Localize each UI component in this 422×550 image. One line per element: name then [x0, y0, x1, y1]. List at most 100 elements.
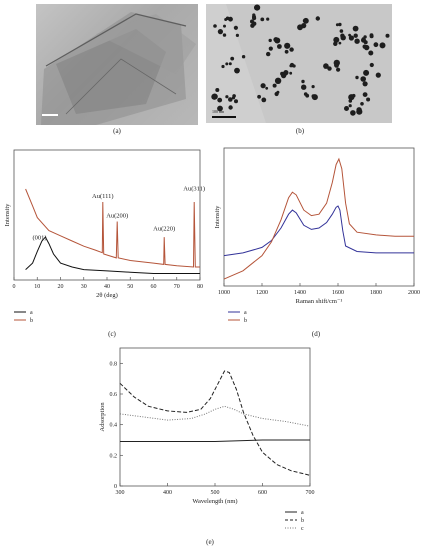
series-line-a — [25, 236, 200, 274]
caption-b: (b) — [295, 127, 305, 135]
peak-label: Au(111) — [92, 193, 114, 200]
x-tick-label: 20 — [58, 284, 64, 290]
nanoparticle — [228, 16, 233, 22]
y-tick-label: 0.8 — [110, 361, 118, 367]
nanoparticle — [363, 69, 370, 76]
uv-vis-chart: 300 400 500 600 700 0 0.2 0.4 0.6 0.8 Wavelength (… — [99, 347, 315, 532]
legend-label: b — [244, 318, 247, 324]
nanoparticle — [230, 56, 235, 61]
y-tick-label: 0.2 — [110, 453, 118, 459]
nanoparticle — [289, 47, 294, 52]
nanoparticle — [224, 18, 228, 21]
nanoparticle — [338, 41, 342, 45]
nanoparticle — [268, 46, 273, 51]
legend-label: a — [30, 310, 33, 316]
caption-e: (e) — [206, 538, 214, 546]
nanoparticle — [234, 67, 240, 74]
x-tick-label: 60 — [151, 284, 157, 290]
nanoparticle — [360, 76, 366, 82]
plot-frame — [119, 347, 311, 487]
nanoparticle — [356, 107, 362, 113]
legend-label: a — [301, 510, 304, 516]
series-line-b — [119, 370, 311, 476]
scale-bar-a — [42, 114, 58, 116]
tem-image-a — [36, 4, 198, 125]
nanoparticle — [261, 97, 267, 103]
x-tick-label: 70 — [174, 284, 180, 290]
nanoparticle — [369, 34, 374, 39]
x-tick-label: 40 — [104, 284, 110, 290]
nanoparticle — [379, 42, 386, 49]
nanoparticle — [277, 44, 282, 49]
nanoparticle — [352, 25, 359, 32]
nanoparticle — [273, 37, 279, 43]
nanoparticle — [311, 85, 315, 89]
x-tick-label: 80 — [197, 284, 203, 290]
x-tick-label: 300 — [116, 490, 125, 496]
nanoparticle — [215, 88, 220, 92]
peak-label: Au(311) — [183, 185, 205, 192]
nanoparticle — [368, 50, 374, 56]
x-tick-label: 50 — [127, 284, 133, 290]
nanoparticle — [338, 22, 342, 27]
nanoparticle — [228, 62, 232, 66]
nanoparticle — [363, 40, 368, 45]
nanoparticle — [217, 97, 223, 103]
x-tick-label: 1200 — [256, 290, 268, 296]
nanoparticle — [311, 94, 318, 101]
nanoparticle — [217, 105, 223, 112]
series-line-c — [119, 405, 311, 427]
peak-label: (001) — [33, 235, 47, 242]
caption-c: (c) — [108, 330, 116, 338]
nanoparticle — [362, 81, 368, 87]
nanoparticle — [225, 95, 229, 99]
peak-label: Au(220) — [153, 226, 175, 233]
nanoparticle — [292, 64, 296, 68]
raman-chart: 1000 1200 1400 1600 1800 2000 Raman shift/cm⁻¹… — [214, 147, 420, 324]
legend-label: c — [301, 526, 304, 532]
nanoparticle — [369, 62, 374, 68]
x-axis-label: Raman shift/cm⁻¹ — [296, 298, 343, 305]
nanoparticle — [234, 99, 238, 104]
x-tick-label: 2000 — [408, 290, 420, 296]
nanoparticle — [257, 94, 261, 99]
xrd-chart: 0 10 20 30 40 50 60 70 80 2θ (deg) Intensity (001) A… — [4, 149, 205, 324]
nanoparticle — [266, 51, 271, 57]
nanoparticle — [252, 16, 257, 21]
nanoparticle — [303, 92, 308, 96]
caption-a: (a) — [113, 127, 121, 135]
nanoparticle — [274, 77, 282, 85]
nanoparticle — [284, 49, 289, 54]
nanoparticle — [268, 38, 272, 43]
caption-d: (d) — [311, 330, 321, 338]
nanoparticle — [348, 35, 354, 41]
nanoparticle — [254, 4, 261, 11]
x-tick-label: 1000 — [218, 290, 230, 296]
nanoparticle — [327, 66, 332, 71]
nanoparticle — [323, 63, 329, 69]
nanoparticle — [283, 70, 289, 76]
scale-bar-b — [212, 116, 236, 118]
nanoparticle — [355, 75, 359, 80]
nanoparticle — [366, 97, 371, 102]
nanoparticle — [241, 55, 246, 59]
y-axis-label: Intensity — [4, 203, 11, 226]
tem-image-b: 100 nm — [206, 4, 392, 123]
nanoparticle — [235, 33, 239, 37]
nanoparticle — [265, 86, 269, 90]
nanoparticle — [252, 13, 256, 17]
plot-frame — [223, 147, 415, 287]
nanoparticle — [335, 23, 339, 27]
nanoparticle — [297, 24, 303, 31]
x-tick-label: 600 — [258, 490, 267, 496]
nanoparticle — [333, 36, 340, 43]
nanoparticle — [348, 104, 352, 108]
nanoparticle — [289, 64, 293, 68]
nanoparticle — [354, 38, 360, 44]
nanoparticle — [344, 106, 349, 111]
scale-bar-b-label: 100 nm — [212, 109, 225, 114]
nanoparticle — [222, 33, 227, 37]
legend-label: b — [30, 318, 33, 324]
nanoparticle — [228, 97, 233, 102]
nanoparticle — [363, 35, 367, 39]
